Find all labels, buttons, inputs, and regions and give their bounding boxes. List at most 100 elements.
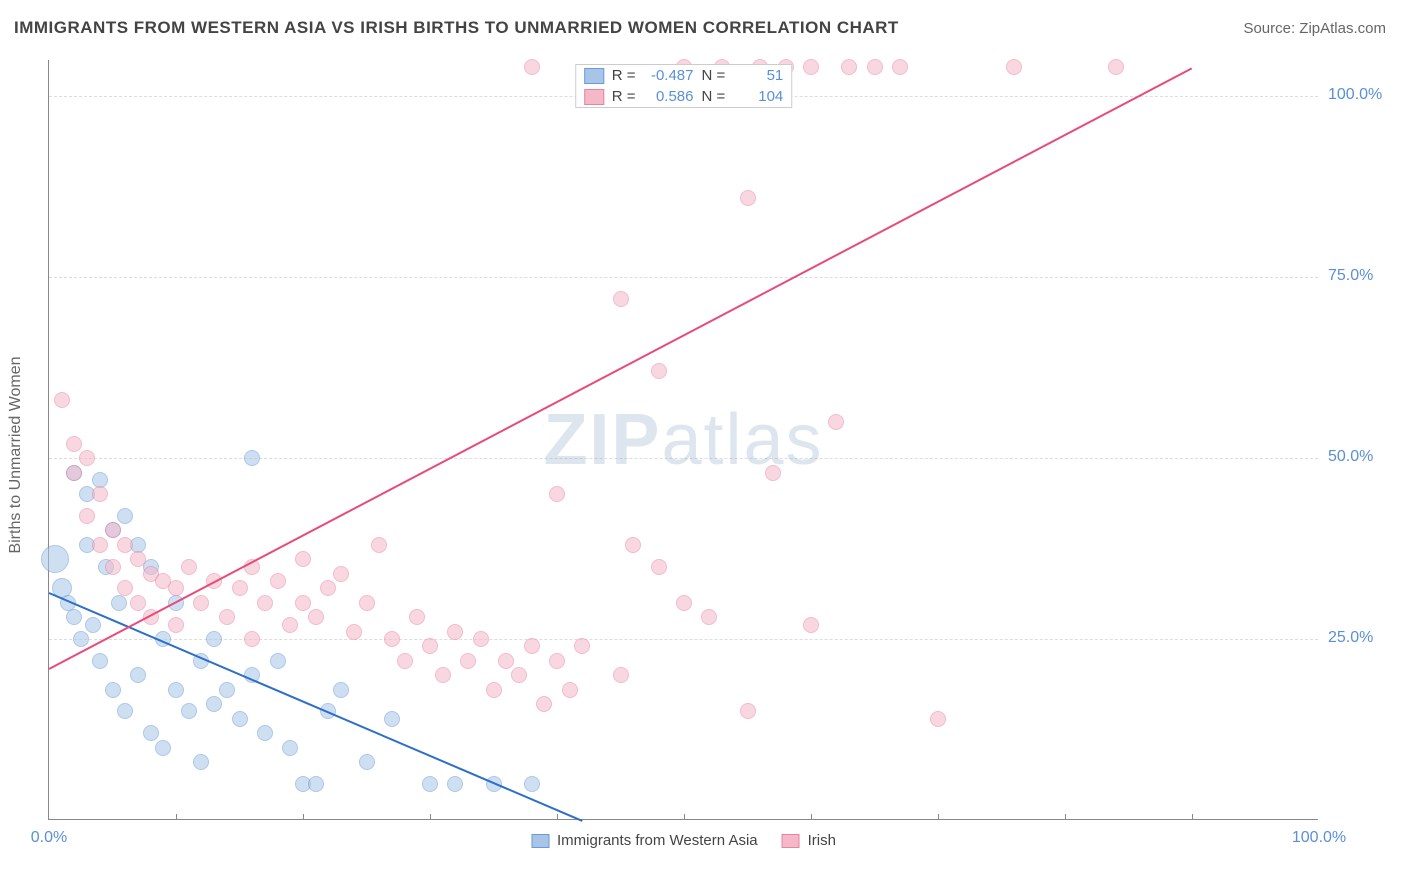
legend-swatch-western-asia [584, 68, 604, 84]
y-tick-label: 50.0% [1328, 448, 1398, 466]
x-legend-swatch-irish [782, 834, 800, 848]
scatter-point-irish [486, 682, 502, 698]
source-attribution: Source: ZipAtlas.com [1243, 20, 1386, 37]
y-tick-label: 25.0% [1328, 629, 1398, 647]
scatter-point-irish [193, 595, 209, 611]
legend-r-label: R = [612, 67, 636, 84]
scatter-point-irish [384, 631, 400, 647]
scatter-point-irish [270, 573, 286, 589]
x-minor-tick [938, 814, 939, 820]
scatter-point-western_asia [422, 776, 438, 792]
scatter-point-irish [1108, 59, 1124, 75]
watermark: ZIPatlas [543, 399, 823, 481]
x-minor-tick [1192, 814, 1193, 820]
scatter-point-irish [651, 559, 667, 575]
scatter-point-irish [66, 465, 82, 481]
legend-n-value-irish: 104 [733, 88, 783, 105]
scatter-point-western_asia [193, 754, 209, 770]
scatter-point-irish [79, 450, 95, 466]
scatter-point-irish [295, 551, 311, 567]
x-minor-tick [303, 814, 304, 820]
scatter-point-irish [257, 595, 273, 611]
scatter-point-irish [168, 617, 184, 633]
scatter-point-irish [524, 638, 540, 654]
scatter-point-irish [740, 190, 756, 206]
scatter-point-western_asia [85, 617, 101, 633]
regression-line-irish [49, 67, 1193, 670]
scatter-point-irish [130, 595, 146, 611]
grid-line-horizontal [49, 639, 1318, 640]
scatter-point-irish [409, 609, 425, 625]
scatter-point-irish [562, 682, 578, 698]
scatter-point-irish [549, 486, 565, 502]
scatter-point-irish [828, 414, 844, 430]
x-legend-swatch-western-asia [531, 834, 549, 848]
scatter-point-western_asia [143, 725, 159, 741]
scatter-point-irish [308, 609, 324, 625]
scatter-point-irish [333, 566, 349, 582]
scatter-point-western_asia [219, 682, 235, 698]
scatter-point-irish [282, 617, 298, 633]
scatter-point-irish [473, 631, 489, 647]
legend-n-label: N = [702, 67, 726, 84]
scatter-point-irish [511, 667, 527, 683]
scatter-point-irish [79, 508, 95, 524]
legend-n-value-western-asia: 51 [733, 67, 783, 84]
scatter-point-irish [574, 638, 590, 654]
scatter-point-irish [1006, 59, 1022, 75]
scatter-point-irish [867, 59, 883, 75]
scatter-point-irish [219, 609, 235, 625]
scatter-point-western_asia [257, 725, 273, 741]
scatter-point-irish [422, 638, 438, 654]
scatter-point-irish [117, 580, 133, 596]
scatter-point-western_asia [282, 740, 298, 756]
x-minor-tick [1065, 814, 1066, 820]
scatter-point-irish [613, 667, 629, 683]
scatter-point-irish [841, 59, 857, 75]
scatter-point-irish [295, 595, 311, 611]
x-minor-tick [176, 814, 177, 820]
scatter-point-irish [232, 580, 248, 596]
scatter-point-irish [651, 363, 667, 379]
legend-swatch-irish [584, 89, 604, 105]
scatter-point-irish [498, 653, 514, 669]
scatter-point-irish [447, 624, 463, 640]
scatter-point-irish [676, 595, 692, 611]
scatter-point-western_asia [66, 609, 82, 625]
scatter-point-irish [92, 486, 108, 502]
scatter-point-western_asia [270, 653, 286, 669]
x-minor-tick [684, 814, 685, 820]
y-axis-label: Births to Unmarried Women [7, 356, 25, 553]
scatter-point-irish [371, 537, 387, 553]
scatter-point-irish [930, 711, 946, 727]
scatter-point-irish [105, 522, 121, 538]
x-legend-label-western-asia: Immigrants from Western Asia [557, 832, 758, 849]
scatter-point-western_asia [333, 682, 349, 698]
scatter-point-western_asia [130, 667, 146, 683]
scatter-point-western_asia [73, 631, 89, 647]
scatter-point-irish [320, 580, 336, 596]
legend-row-western-asia: R = -0.487 N = 51 [576, 65, 792, 86]
legend-r-label: R = [612, 88, 636, 105]
scatter-point-irish [130, 551, 146, 567]
scatter-point-irish [765, 465, 781, 481]
grid-line-horizontal [49, 458, 1318, 459]
x-minor-tick [430, 814, 431, 820]
scatter-point-irish [181, 559, 197, 575]
scatter-point-western_asia [105, 682, 121, 698]
correlation-legend: R = -0.487 N = 51 R = 0.586 N = 104 [575, 64, 793, 108]
scatter-point-irish [435, 667, 451, 683]
scatter-point-irish [397, 653, 413, 669]
scatter-point-irish [105, 559, 121, 575]
scatter-point-irish [803, 617, 819, 633]
scatter-point-western_asia [117, 703, 133, 719]
scatter-point-irish [549, 653, 565, 669]
scatter-point-western_asia [168, 682, 184, 698]
scatter-point-irish [701, 609, 717, 625]
x-minor-tick [811, 814, 812, 820]
scatter-point-western_asia [206, 631, 222, 647]
scatter-point-irish [66, 436, 82, 452]
scatter-point-irish [803, 59, 819, 75]
legend-r-value-western-asia: -0.487 [644, 67, 694, 84]
scatter-point-western_asia [155, 740, 171, 756]
